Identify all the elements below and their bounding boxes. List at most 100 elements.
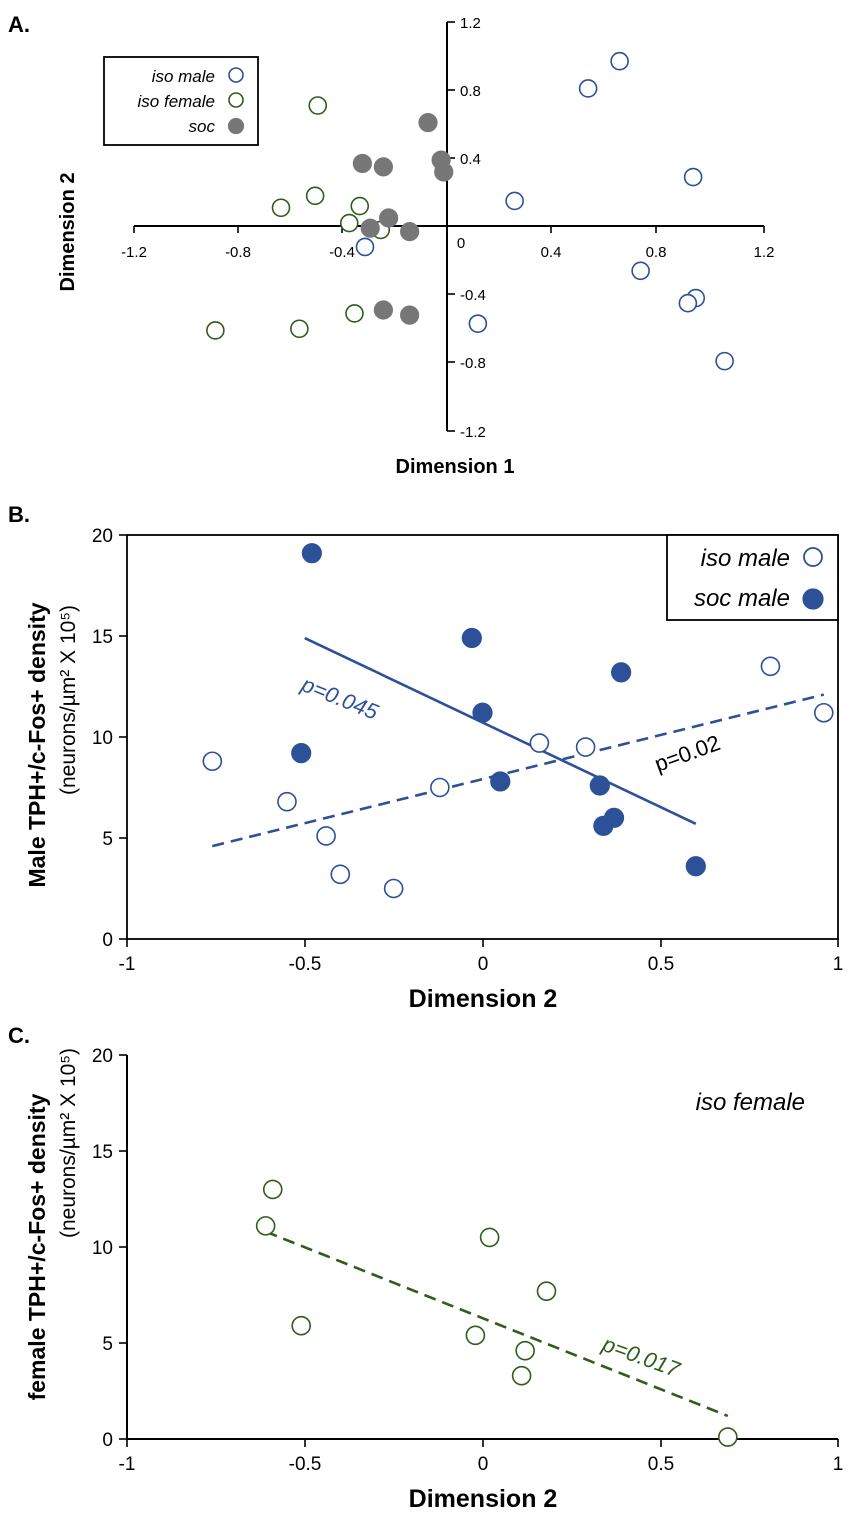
panel-b-label: B.: [8, 502, 30, 527]
x-tick-label: 0.5: [648, 954, 674, 975]
y-tick-label: 20: [92, 526, 113, 547]
point-soc-male: [603, 807, 625, 828]
legend-label: iso male: [152, 67, 215, 86]
point-iso-female: [290, 319, 309, 339]
x-tick-label: -0.5: [289, 954, 322, 975]
y-tick-label: -0.4: [460, 287, 486, 304]
point-soc-male: [685, 856, 706, 877]
panel-b-y-ticks: 0 5 10 15 20: [92, 526, 127, 951]
x-tick-label: -1: [119, 954, 136, 975]
legend-marker-iso-female: [228, 92, 244, 108]
panel-b-points: [202, 543, 834, 899]
point-iso-male: [683, 167, 703, 187]
y-tick-label: 15: [92, 1142, 113, 1163]
x-tick-label: -0.5: [289, 1454, 322, 1475]
legend-marker-soc-male: [802, 588, 824, 610]
legend-label: iso male: [701, 545, 790, 572]
point-iso-male: [760, 656, 781, 677]
point-iso-female: [465, 1325, 486, 1346]
point-soc-male: [291, 743, 312, 764]
point-iso-male: [430, 777, 450, 798]
panel-b-trendlines: [212, 636, 825, 848]
point-soc: [418, 112, 438, 133]
panel-c: C. 0 5 10 15 20 -1 -0.5 0 0.5 1: [8, 1023, 843, 1513]
point-soc: [400, 305, 420, 325]
panel-c-y-axis-units: (neurons/µm² X 10⁵): [57, 1048, 80, 1238]
point-iso-male: [330, 864, 351, 885]
x-tick-label: 0: [478, 1454, 489, 1475]
point-iso-female: [350, 196, 370, 216]
point-iso-male: [529, 733, 550, 753]
point-soc: [400, 222, 420, 242]
point-iso-male: [631, 261, 650, 281]
point-iso-female: [255, 1216, 276, 1236]
point-iso-female: [479, 1227, 500, 1248]
point-iso-male: [202, 751, 223, 772]
x-tick-label: -1: [119, 1454, 136, 1475]
y-tick-label: -0.8: [460, 355, 486, 372]
point-iso-male: [355, 237, 375, 257]
legend-marker-iso-male: [803, 547, 823, 567]
y-tick-label: 0.4: [460, 151, 481, 168]
panel-c-annotation: iso female: [696, 1089, 805, 1116]
x-tick-label: 0.4: [541, 244, 562, 261]
y-tick-label: 0: [102, 1430, 113, 1451]
point-iso-female: [511, 1365, 532, 1386]
panel-a-legend: iso male iso female soc: [103, 56, 259, 146]
panel-a-x-axis-title: Dimension 1: [396, 456, 515, 478]
point-iso-female: [271, 198, 291, 218]
point-soc: [373, 300, 393, 320]
point-soc: [360, 218, 380, 238]
panel-a: A. -1.2 -0.8 -0.4 0 0.4 0.8 1.2: [8, 12, 774, 478]
y-tick-label: 10: [92, 728, 113, 749]
x-tick-label: -0.8: [225, 244, 251, 261]
legend-marker-iso-male: [228, 67, 244, 83]
trendline-soc-male: [304, 636, 697, 826]
legend-label: soc male: [694, 585, 790, 612]
x-tick-label: -0.4: [329, 244, 355, 261]
y-tick-label: 15: [92, 627, 113, 648]
point-iso-female: [308, 96, 328, 115]
point-soc-male: [472, 702, 493, 723]
point-iso-female: [717, 1427, 738, 1447]
panel-a-y-axis-title: Dimension 2: [57, 173, 79, 292]
x-tick-label: 0.8: [646, 244, 667, 261]
point-soc-male: [301, 543, 322, 564]
point-iso-female: [339, 213, 359, 233]
point-iso-male: [277, 791, 297, 812]
panel-a-x-ticks: -1.2 -0.8 -0.4 0 0.4 0.8 1.2: [121, 226, 774, 261]
y-tick-label: 5: [102, 829, 113, 850]
x-tick-label: 1: [833, 954, 844, 975]
panel-b: B. 0 5 10 15 20 -1 -0.5 0 0.5 1 Dimen: [8, 502, 843, 1013]
point-iso-male: [468, 314, 488, 333]
x-tick-label: 0: [478, 954, 489, 975]
point-iso-female: [206, 321, 225, 340]
panel-c-pvalue: p=0.017: [598, 1331, 684, 1383]
panel-b-x-ticks: -1 -0.5 0 0.5 1: [119, 939, 844, 975]
y-tick-label: 10: [92, 1238, 113, 1259]
point-iso-male: [578, 79, 598, 98]
x-tick-label: 0: [457, 235, 465, 252]
point-soc-male: [461, 627, 482, 649]
point-iso-female: [262, 1179, 283, 1200]
panel-c-label: C.: [8, 1023, 30, 1048]
y-tick-label: -1.2: [460, 424, 486, 441]
point-iso-male: [505, 191, 524, 211]
panel-a-y-ticks: 1.2 0.8 0.4 -0.4 -0.8 -1.2: [447, 15, 486, 441]
panel-c-x-ticks: -1 -0.5 0 0.5 1: [119, 1439, 843, 1475]
point-iso-male: [575, 737, 596, 757]
point-iso-female: [536, 1281, 557, 1301]
point-soc: [434, 162, 454, 182]
trendline-iso-male: [212, 693, 825, 848]
panel-c-y-ticks: 0 5 10 15 20: [92, 1046, 127, 1451]
panel-c-x-axis-title: Dimension 2: [409, 1485, 558, 1513]
point-iso-male: [316, 826, 336, 846]
x-tick-label: 1.2: [754, 244, 775, 261]
panel-c-points: [255, 1179, 738, 1447]
panel-b-pvalue-soc-male: p=0.045: [297, 671, 382, 725]
point-iso-male: [715, 351, 734, 371]
point-iso-female: [291, 1315, 311, 1336]
legend-label: iso female: [138, 92, 215, 111]
point-soc: [352, 153, 372, 174]
